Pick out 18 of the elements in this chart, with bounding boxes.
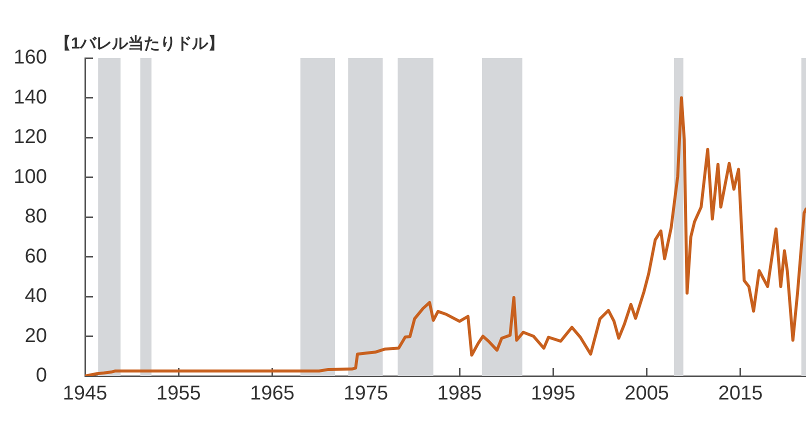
y-tick-label: 140 <box>14 86 47 108</box>
x-tick-label: 1965 <box>250 382 295 405</box>
y-tick-label: 60 <box>24 245 47 268</box>
y-tick-label: 0 <box>36 364 47 387</box>
y-axis-title: 【1バレル当たりドル】 <box>55 34 224 52</box>
x-tick-label: 2015 <box>718 382 763 405</box>
y-tick-label: 100 <box>14 166 47 188</box>
y-tick-label: 160 <box>14 46 47 69</box>
y-tick-label: 80 <box>24 206 47 228</box>
x-tick-label: 1995 <box>530 382 576 405</box>
y-tick-label: 120 <box>14 126 47 148</box>
x-tick-label: 1975 <box>344 382 388 405</box>
y-tick-label: 40 <box>24 285 47 308</box>
y-tick-label: 20 <box>24 324 47 347</box>
x-tick-label: 1945 <box>62 382 108 405</box>
x-tick-label: 2005 <box>624 382 670 405</box>
x-tick-label: 1955 <box>156 382 201 405</box>
x-tick-label: 1985 <box>437 382 482 405</box>
